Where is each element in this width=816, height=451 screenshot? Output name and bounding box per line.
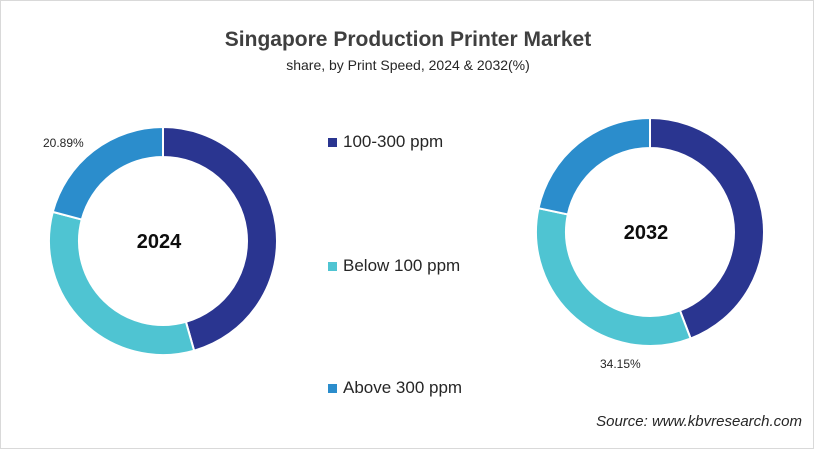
legend-swatch [328,261,337,271]
legend-label: 100-300 ppm [343,132,444,151]
source-note: Source: www.kbvresearch.com [596,413,802,430]
legend-item-above-300-ppm: Above 300 ppm [328,378,462,398]
legend-item-100-300-ppm: 100-300 ppm [328,132,443,152]
chart-subtitle: share, by Print Speed, 2024 & 2032(%) [286,57,530,73]
donut-center-label: 2024 [137,231,182,253]
legend: 100-300 ppm Below 100 ppm Above 300 ppm [328,0,528,451]
donut-slice-100-300-ppm [162,125,278,352]
donut-slice-above-300-ppm [51,125,164,221]
donut-2024: 20.89% 2024 [43,125,278,356]
legend-label: Above 300 ppm [343,378,463,397]
legend-swatch [328,383,337,393]
donut-2032: 34.15% 2032 [535,116,765,371]
legend-swatch [328,137,337,147]
data-label: 34.15% [600,357,641,371]
legend-label: Below 100 ppm [343,256,461,275]
legend-item-below-100-ppm: Below 100 ppm [328,256,460,276]
chart-title: Singapore Production Printer Market [224,28,592,51]
donut-slice-100-300-ppm [649,116,765,340]
donut-center-label: 2032 [624,222,669,244]
data-label: 20.89% [43,136,84,150]
donut-slice-above-300-ppm [537,116,651,216]
